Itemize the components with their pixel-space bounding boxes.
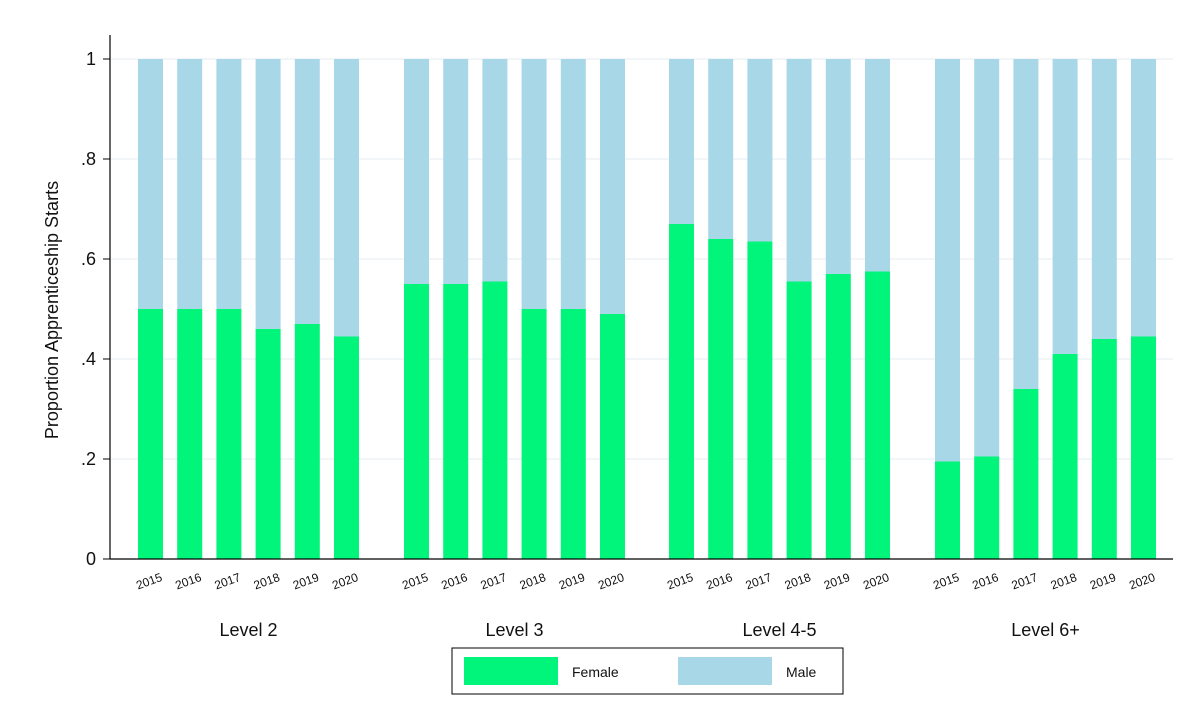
- y-tick-label: .8: [81, 149, 96, 169]
- x-tick-label-year: 2017: [1010, 570, 1040, 592]
- x-tick-label-year: 2020: [1127, 570, 1157, 592]
- bar-female: [865, 271, 890, 559]
- group-label: Level 2: [219, 620, 277, 640]
- x-tick-label-year: 2015: [400, 570, 430, 592]
- bar-male: [216, 59, 242, 309]
- bar-male: [443, 59, 469, 284]
- y-tick-label: 0: [86, 549, 96, 569]
- x-tick-label-year: 2015: [931, 570, 961, 592]
- bar-female: [669, 224, 694, 559]
- bar-male: [786, 59, 812, 282]
- bar-male: [747, 59, 773, 242]
- x-tick-label-year: 2018: [252, 570, 282, 592]
- bar-female: [825, 274, 851, 559]
- bar-female: [443, 284, 469, 559]
- x-tick-label-year: 2020: [330, 570, 360, 592]
- y-tick-label: .4: [81, 349, 96, 369]
- legend-label-male: Male: [786, 664, 817, 680]
- bar-female: [1052, 354, 1078, 559]
- bar-male: [560, 59, 586, 309]
- bar-female: [1131, 336, 1156, 559]
- bar-female: [255, 329, 281, 559]
- bar-male: [1052, 59, 1078, 354]
- bar-male: [708, 59, 734, 239]
- bar-male: [294, 59, 320, 324]
- bar-female: [216, 309, 242, 559]
- bar-male: [1013, 59, 1039, 389]
- group-label: Level 6+: [1011, 620, 1080, 640]
- bar-female: [334, 336, 359, 559]
- bar-male: [521, 59, 547, 309]
- x-tick-label-year: 2016: [704, 570, 734, 592]
- bar-female: [786, 281, 812, 559]
- x-tick-label-year: 2019: [557, 570, 587, 592]
- x-tick-label-year: 2020: [861, 570, 891, 592]
- y-tick-label: 1: [86, 49, 96, 69]
- bar-male: [825, 59, 851, 274]
- bar-male: [669, 59, 694, 224]
- bar-female: [560, 309, 586, 559]
- bar-female: [935, 461, 960, 559]
- y-tick-label: .2: [81, 449, 96, 469]
- bar-female: [521, 309, 547, 559]
- bar-female: [1091, 339, 1117, 559]
- x-tick-label-year: 2019: [1088, 570, 1118, 592]
- bar-female: [1013, 389, 1039, 559]
- bars: [138, 59, 1156, 559]
- bar-male: [974, 59, 1000, 457]
- axes: Proportion Apprenticeship Starts: [42, 35, 1173, 560]
- y-axis-label: Proportion Apprenticeship Starts: [42, 181, 62, 439]
- bar-male: [935, 59, 960, 462]
- group-label: Level 3: [485, 620, 543, 640]
- bar-male: [865, 59, 890, 272]
- x-tick-label-year: 2018: [783, 570, 813, 592]
- bar-male: [600, 59, 625, 314]
- x-tick-label-year: 2018: [518, 570, 548, 592]
- x-tick-label-year: 2017: [479, 570, 509, 592]
- bar-male: [1131, 59, 1156, 337]
- bar-male: [1091, 59, 1117, 339]
- x-tick-label-year: 2018: [1049, 570, 1079, 592]
- x-tick-label-year: 2020: [596, 570, 626, 592]
- bar-female: [177, 309, 203, 559]
- x-tick-label-year: 2015: [665, 570, 695, 592]
- bar-male: [138, 59, 163, 309]
- legend-swatch-female: [464, 657, 558, 685]
- legend-label-female: Female: [572, 664, 619, 680]
- bar-female: [138, 309, 163, 559]
- y-tick-label: .6: [81, 249, 96, 269]
- bar-male: [334, 59, 359, 337]
- bar-female: [974, 456, 1000, 559]
- legend-swatch-male: [678, 657, 772, 685]
- bar-male: [404, 59, 429, 284]
- x-tick-label-year: 2016: [173, 570, 203, 592]
- bar-female: [747, 241, 773, 559]
- group-label: Level 4-5: [742, 620, 816, 640]
- bar-female: [404, 284, 429, 559]
- x-tick-label-year: 2015: [134, 570, 164, 592]
- bar-male: [255, 59, 281, 329]
- bar-female: [600, 314, 625, 559]
- x-tick-label-year: 2019: [291, 570, 321, 592]
- bar-female: [482, 281, 508, 559]
- bar-female: [294, 324, 320, 559]
- bar-male: [177, 59, 203, 309]
- legend: Female Male: [451, 647, 844, 695]
- x-tick-label-year: 2019: [822, 570, 852, 592]
- x-tick-label-year: 2016: [439, 570, 469, 592]
- x-tick-label-year: 2016: [970, 570, 1000, 592]
- x-tick-label-year: 2017: [213, 570, 243, 592]
- bar-male: [482, 59, 508, 282]
- bar-female: [708, 239, 734, 559]
- x-tick-label-year: 2017: [744, 570, 774, 592]
